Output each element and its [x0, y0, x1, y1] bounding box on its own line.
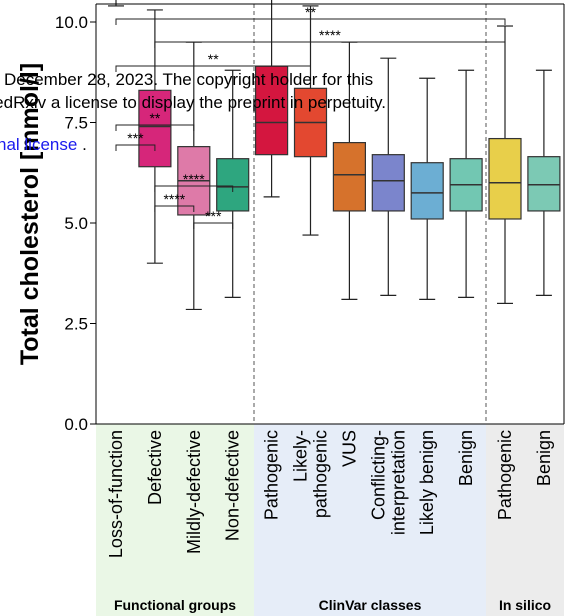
bracket-line — [154, 205, 195, 212]
box-body — [371, 154, 405, 212]
significance-bracket: **** — [154, 191, 195, 212]
box — [293, 5, 328, 236]
bracket-line — [115, 65, 311, 72]
group-label: ClinVar classes — [319, 597, 422, 613]
box-body — [332, 142, 366, 212]
y-tick-label: 2.5 — [64, 315, 88, 334]
box — [371, 57, 405, 296]
bracket-line — [154, 41, 506, 48]
box — [108, 0, 124, 7]
box-body — [488, 137, 522, 220]
x-tick-label: Conflicting-interpretation — [368, 430, 408, 535]
x-tick-label-line: Conflicting- — [368, 430, 388, 520]
x-tick-label: Non-defective — [223, 430, 243, 541]
x-tick-label: VUS — [339, 430, 359, 467]
x-tick-label-line: Benign — [456, 430, 476, 486]
y-tick-label: 7.5 — [64, 114, 88, 133]
box-body — [527, 156, 561, 212]
significance-bracket: **** — [154, 27, 506, 48]
box-body — [138, 89, 172, 168]
group-dividers — [253, 4, 487, 424]
group-band — [486, 424, 564, 616]
x-tick-labels: Loss-of-function Defective Mildly-defectiv… — [106, 430, 554, 558]
license-link[interactable]: nal license — [0, 135, 78, 154]
bracket-label: **** — [163, 191, 185, 207]
bracket-line — [154, 185, 234, 192]
box — [216, 69, 250, 298]
x-tick-label-line: Mildly-defective — [184, 430, 204, 554]
x-tick-label: Likely-pathogenic — [291, 430, 331, 518]
x-tick-label-line: VUS — [339, 430, 359, 467]
bracket-label: ** — [208, 51, 219, 67]
y-tick-label: 10.0 — [55, 13, 88, 32]
box-series — [108, 0, 561, 311]
box — [488, 25, 522, 304]
x-tick-label: Pathogenic — [262, 430, 282, 520]
x-tick-label-line: Loss-of-function — [106, 430, 126, 558]
x-tick-label-line: Benign — [534, 430, 554, 486]
significance-bracket: **** — [154, 171, 234, 192]
significance-bracket: *** — [193, 208, 234, 229]
box — [449, 69, 483, 298]
bracket-label: *** — [205, 208, 222, 224]
x-tick-label-line: Likely benign — [417, 430, 437, 535]
x-tick-label: Likely benign — [417, 430, 437, 535]
group-labels: Functional groups ClinVar classes In silic… — [114, 597, 551, 613]
bracket-label: *** — [127, 130, 144, 146]
group-label: Functional groups — [114, 597, 236, 613]
box — [410, 77, 444, 300]
significance-bracket: ** — [115, 110, 195, 131]
x-tick-label: Benign — [456, 430, 476, 486]
x-tick-label: Pathogenic — [495, 430, 515, 520]
box — [138, 9, 172, 264]
x-tick-label-line: Pathogenic — [495, 430, 515, 520]
group-label: In silico — [499, 597, 551, 613]
watermark-line-2: medRxiv a license to display the preprin… — [0, 93, 386, 112]
group-band — [254, 424, 486, 616]
x-tick-label-line: Defective — [145, 430, 165, 505]
bracket-label: **** — [183, 171, 205, 187]
bracket-label: ** — [149, 110, 160, 126]
y-axis-label: Total cholesterol [mmol/l] — [16, 63, 44, 365]
significance-bracket: *** — [115, 130, 156, 151]
box — [527, 69, 561, 296]
bracket-line — [115, 144, 156, 151]
bracket-label: ** — [305, 4, 316, 20]
box-body — [216, 158, 250, 212]
box — [255, 0, 289, 198]
group-band — [96, 424, 254, 616]
bracket-line — [115, 18, 506, 25]
x-tick-label-line: Likely- — [291, 430, 311, 482]
x-tick-label-line: pathogenic — [311, 430, 331, 518]
box — [177, 41, 211, 311]
group-bands — [96, 424, 564, 616]
significance-bracket: ** — [115, 4, 506, 25]
bracket-line — [193, 222, 234, 229]
y-axis — [95, 3, 565, 425]
x-tick-label-line: Non-defective — [223, 430, 243, 541]
bracket-line — [115, 124, 195, 131]
y-tick-label: 5.0 — [64, 214, 88, 233]
significance-bracket: ** — [115, 51, 311, 72]
y-ticks: 0.02.55.07.510.012.5 — [55, 13, 96, 434]
x-tick-label: Benign — [534, 430, 554, 486]
box-body — [410, 162, 444, 220]
x-tick-label: Loss-of-function — [106, 430, 126, 558]
x-tick-label-line: interpretation — [388, 430, 408, 535]
watermark-line-3: nal license . — [0, 135, 87, 155]
significance-brackets: ************************ — [115, 4, 506, 229]
x-tick-label-line: Pathogenic — [262, 430, 282, 520]
bracket-label: **** — [319, 27, 341, 43]
watermark-line-1: December 28, 2023. The copyright holder … — [4, 70, 374, 89]
y-tick-label: 0.0 — [64, 415, 88, 434]
watermark-line-3-tail: . — [82, 135, 87, 154]
box-body — [255, 65, 289, 156]
x-tick-label: Defective — [145, 430, 165, 505]
x-tick-label: Mildly-defective — [184, 430, 204, 554]
